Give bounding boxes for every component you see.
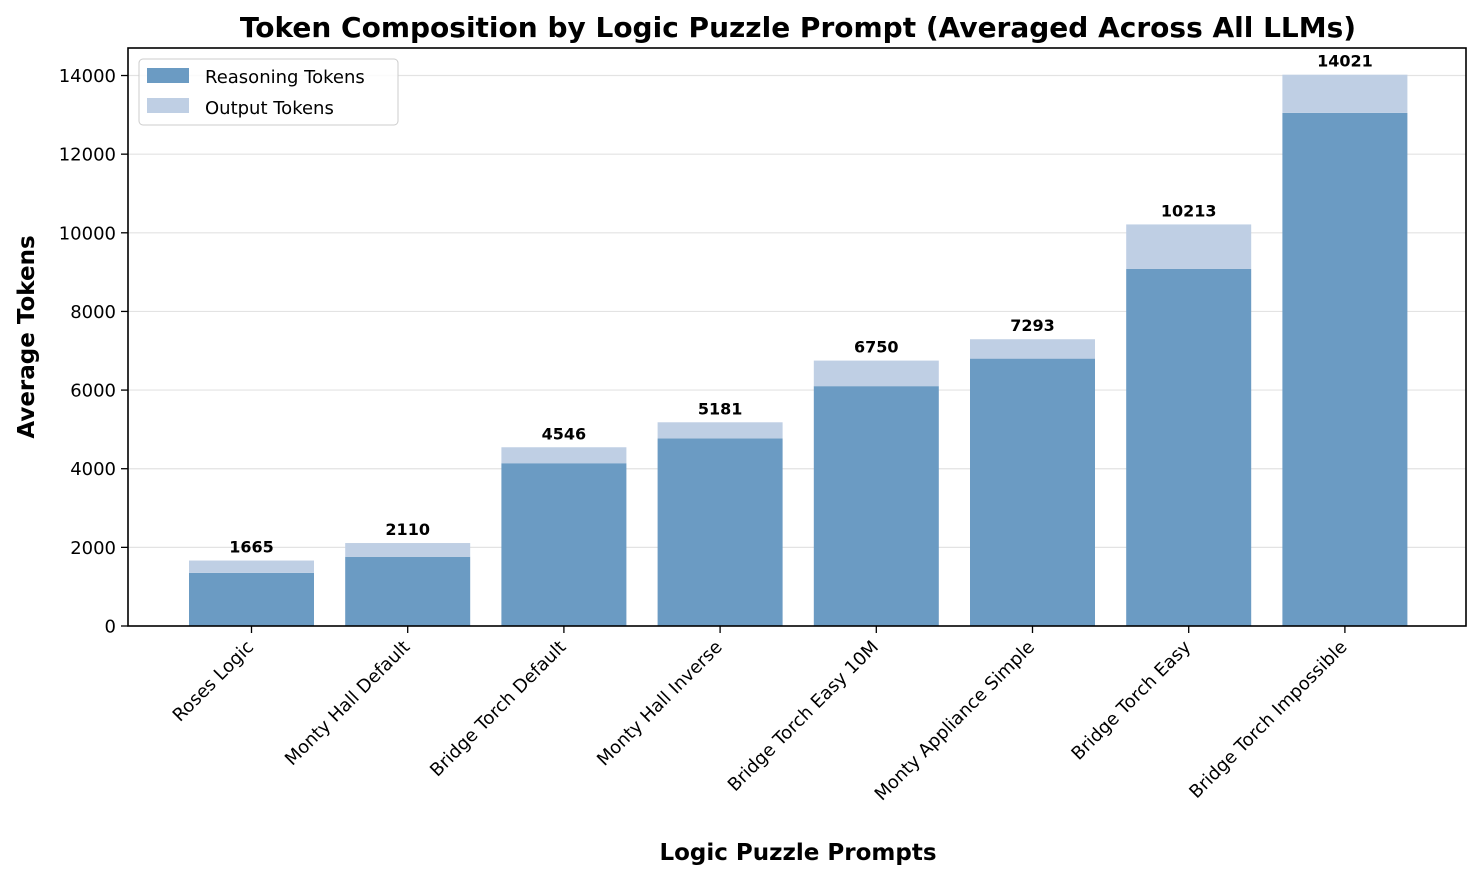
bar-reasoning-2 [501, 463, 627, 626]
x-tick-label-0: Roses Logic [169, 637, 258, 726]
legend-box [138, 58, 399, 126]
total-label-0: 1665 [229, 538, 274, 557]
legend-swatch-reasoning [147, 68, 189, 83]
chart-title: Token Composition by Logic Puzzle Prompt… [240, 11, 1356, 44]
legend: Reasoning Tokens Output Tokens [138, 58, 399, 126]
x-tick-label-3: Monty Hall Inverse [593, 637, 727, 771]
y-tick-label-10000: 10000 [59, 223, 116, 244]
x-tick-label-1: Monty Hall Default [281, 637, 414, 770]
bar-reasoning-3 [657, 438, 783, 626]
bar-output-2 [501, 447, 627, 464]
legend-label-output: Output Tokens [205, 98, 334, 119]
x-tick-label-7: Bridge Torch Impossible [1185, 637, 1351, 803]
bar-reasoning-5 [970, 358, 1095, 626]
y-tick-label-8000: 8000 [70, 302, 116, 323]
bar-output-5 [970, 339, 1095, 359]
bar-reasoning-0 [189, 572, 314, 626]
y-tick-label-12000: 12000 [59, 145, 116, 166]
bar-output-6 [1126, 224, 1252, 269]
bar-output-3 [657, 422, 783, 439]
total-label-3: 5181 [698, 399, 743, 418]
y-axis: 0 2000 4000 6000 8000 10000 12000 14000 [59, 66, 128, 638]
y-axis-label: Average Tokens [14, 235, 40, 438]
y-tick-label-6000: 6000 [70, 381, 116, 402]
y-tick-label-2000: 2000 [70, 538, 116, 559]
gridlines [128, 74, 1466, 627]
plot-frame [127, 47, 1467, 627]
x-tick-label-4: Bridge Torch Easy 10M [724, 637, 883, 796]
total-label-5: 7293 [1010, 316, 1055, 335]
y-tick-label-4000: 4000 [70, 459, 116, 480]
bar-reasoning-1 [345, 556, 471, 626]
bar-output-1 [345, 543, 471, 557]
bar-reasoning-7 [1282, 112, 1408, 626]
total-label-4: 6750 [854, 338, 899, 357]
bar-reasoning-4 [813, 386, 939, 626]
total-label-1: 2110 [385, 520, 430, 539]
total-label-7: 14021 [1317, 52, 1373, 71]
bar-output-7 [1282, 74, 1408, 113]
x-axis: Roses Logic Monty Hall Default Bridge Torc… [169, 626, 1351, 805]
x-tick-label-5: Monty Appliance Simple [871, 637, 1039, 805]
x-tick-label-2: Bridge Torch Default [426, 637, 570, 781]
total-label-6: 10213 [1161, 201, 1217, 220]
x-axis-label: Logic Puzzle Prompts [659, 840, 936, 866]
y-tick-label-0: 0 [105, 617, 116, 638]
y-tick-label-14000: 14000 [59, 66, 116, 87]
legend-label-reasoning: Reasoning Tokens [205, 67, 365, 88]
bar-output-0 [189, 560, 314, 573]
bar-reasoning-6 [1126, 268, 1252, 626]
x-tick-label-6: Bridge Torch Easy [1067, 636, 1195, 764]
total-labels: 1665 2110 4546 5181 6750 7293 10213 14021 [229, 52, 1373, 557]
bar-output-4 [813, 360, 939, 387]
total-label-2: 4546 [542, 424, 587, 443]
bars [189, 74, 1408, 626]
legend-swatch-output [147, 98, 189, 113]
